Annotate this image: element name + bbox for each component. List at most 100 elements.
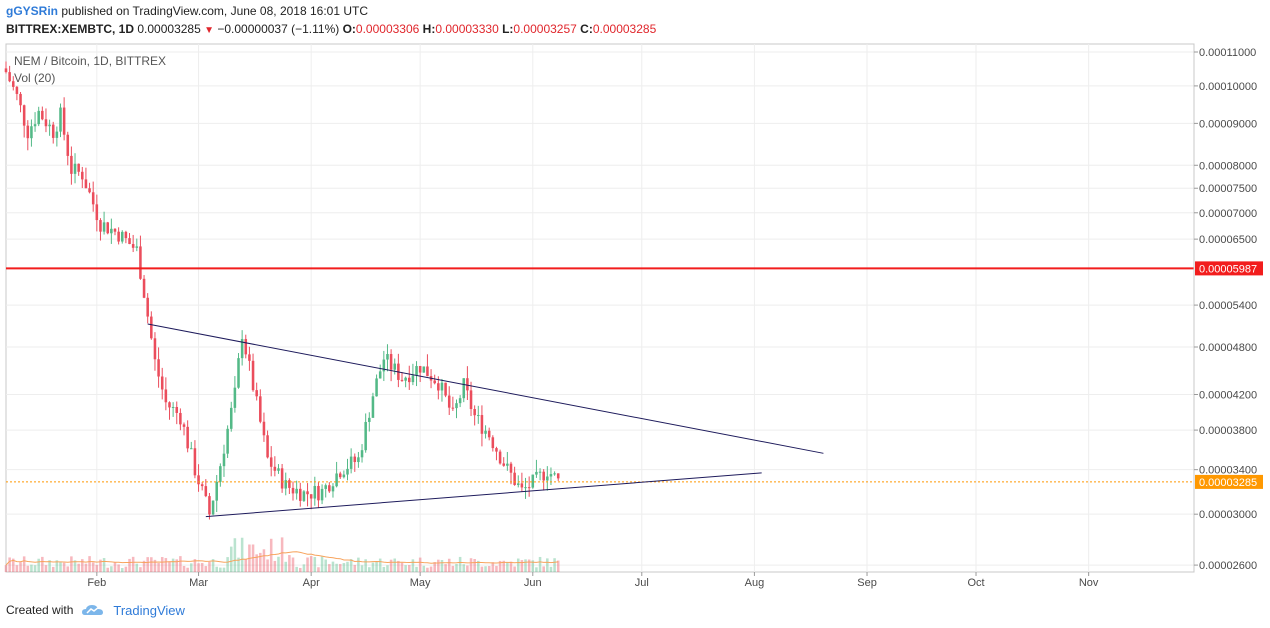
candle-body: [426, 366, 429, 377]
candle-body: [491, 437, 495, 449]
volume-bar: [331, 561, 335, 572]
candle-body: [197, 475, 200, 485]
created-with-text: Created with: [6, 603, 74, 617]
candle-body: [215, 481, 218, 501]
ohlc-line: BITTREX:XEMBTC, 1D 0.00003285 ▼ −0.00000…: [6, 22, 656, 36]
volume-bar: [349, 559, 353, 572]
trendline: [147, 323, 824, 454]
candle-body: [26, 125, 30, 139]
time-axis[interactable]: Feb Mar Apr May Jun Jul Aug Sep Oct Nov: [87, 572, 1099, 589]
candle-body: [455, 403, 458, 409]
price-chart[interactable]: 0.00011000 0.00010000 0.00009000 0.00008000…: [0, 0, 1270, 600]
volume-bar: [495, 565, 498, 572]
candle-body: [302, 491, 306, 501]
candle-body: [349, 456, 353, 469]
x-tick-label: May: [410, 577, 431, 589]
candle-body: [135, 246, 139, 248]
candle-body: [299, 488, 302, 501]
volume-bar: [309, 556, 313, 572]
candle-body: [244, 339, 248, 355]
candle-body: [146, 297, 149, 317]
volume-bar: [288, 555, 291, 572]
candle-body: [259, 396, 262, 422]
trendlines[interactable]: [147, 323, 824, 518]
volume-bar: [259, 552, 262, 572]
volume-bar: [139, 567, 142, 572]
candle-body: [237, 358, 240, 388]
candle-body: [284, 480, 288, 489]
volume-bar: [527, 559, 531, 572]
candle-body: [55, 131, 59, 138]
candle-body: [480, 415, 484, 434]
candle-body: [440, 382, 444, 391]
volume-bar: [30, 564, 33, 572]
candle-body: [415, 366, 418, 376]
volume-bar: [273, 560, 277, 572]
candle-body: [106, 222, 109, 234]
tradingview-link[interactable]: TradingView: [113, 602, 185, 618]
volume-bar: [51, 566, 55, 572]
candle-body: [262, 421, 266, 436]
volume-bar: [447, 558, 451, 572]
volume-bar: [59, 562, 62, 572]
volume-bar: [11, 558, 15, 572]
candle-body: [164, 389, 168, 403]
candle-body: [360, 450, 364, 458]
volume-bar: [237, 557, 240, 572]
volume-bar: [469, 558, 473, 572]
candle-body: [288, 480, 291, 488]
volume-bar: [131, 556, 135, 572]
author-name[interactable]: gGYSRin: [6, 4, 59, 18]
volume-bar: [95, 564, 99, 572]
x-tick-label: Mar: [189, 577, 208, 589]
candle-body: [389, 354, 393, 370]
volume-bar: [473, 558, 476, 572]
candle-body: [277, 468, 280, 471]
candle-body: [495, 448, 498, 452]
volume-bar: [524, 559, 527, 572]
volume-bar: [208, 561, 211, 572]
close-value: 0.00003285: [592, 22, 657, 36]
volume-bar: [48, 560, 51, 572]
price-axis[interactable]: 0.00011000 0.00010000 0.00009000 0.00008000…: [1194, 47, 1257, 572]
volume-bar: [291, 557, 295, 572]
candle-body: [433, 380, 436, 384]
price-labels: 0.00005987 0.00003285: [1195, 261, 1263, 489]
candle-body: [280, 468, 284, 489]
candle-body: [193, 448, 197, 476]
plot-area[interactable]: [5, 43, 1195, 573]
volume-bar: [433, 562, 436, 572]
y-tick-label: 0.00003800: [1199, 425, 1257, 437]
candle-body: [324, 485, 327, 489]
volume-bar: [106, 567, 109, 572]
volume-bar: [33, 565, 37, 572]
candle-body: [30, 126, 33, 139]
candle-body: [335, 473, 338, 487]
candle-body: [375, 378, 378, 397]
candle-body: [44, 119, 48, 127]
candle-body: [175, 406, 179, 413]
volume-bar: [153, 559, 157, 572]
y-tick-label: 0.00007500: [1199, 183, 1257, 195]
candle-body: [542, 471, 545, 481]
volume-bar: [99, 559, 102, 572]
volume-bar: [146, 557, 149, 572]
x-tick-label: Nov: [1079, 577, 1099, 589]
volume-bar: [462, 564, 466, 572]
resistance-price-label-text: 0.00005987: [1199, 263, 1257, 275]
candle-body: [295, 488, 298, 494]
candle-body: [208, 496, 211, 515]
candle-body: [266, 435, 269, 458]
volume-bar: [41, 556, 44, 572]
candle-body: [546, 476, 549, 481]
candle-body: [153, 338, 157, 360]
volume-bar: [269, 538, 273, 572]
candle-body: [255, 390, 258, 397]
volume-bar: [77, 563, 80, 572]
candle-body: [328, 485, 331, 492]
candle-body: [516, 483, 520, 485]
candle-body: [240, 339, 244, 359]
volume-bar: [422, 565, 426, 572]
volume-bar: [451, 565, 455, 572]
volume-bar: [190, 563, 193, 572]
